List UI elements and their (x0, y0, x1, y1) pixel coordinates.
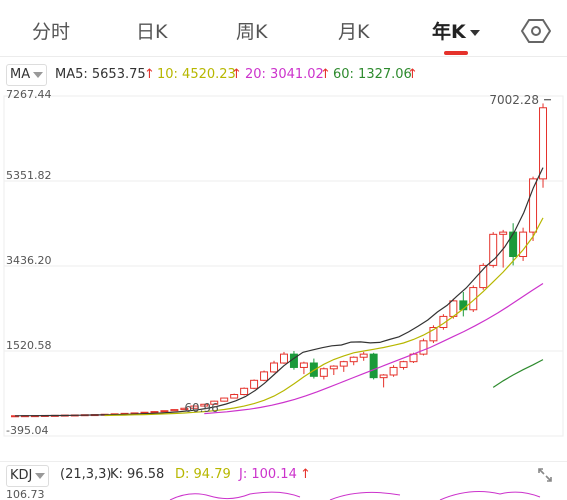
candle-body (479, 264, 488, 289)
candle-body (399, 361, 408, 368)
tab-yearly-k[interactable]: 年K (432, 17, 480, 44)
ma5-value: MA5: 5653.75 (55, 67, 146, 82)
chevron-down-icon (469, 29, 480, 36)
candle-body (240, 387, 249, 396)
y-tick-label: 3436.20 (6, 254, 52, 267)
ma-selector[interactable]: MA (6, 64, 48, 86)
candle-body (539, 107, 548, 180)
yearly-candlestick-chart[interactable]: 7267.44 5351.82 3436.20 1520.58 -395.04 7002.… (0, 86, 567, 461)
candle-body (359, 353, 368, 358)
candle-body (429, 327, 438, 342)
min-price-label: 60.96 (184, 401, 218, 415)
candle-body (260, 371, 269, 381)
candle-body (230, 394, 239, 399)
candle-body (509, 231, 518, 258)
candle-body (170, 409, 179, 412)
ma20-value: 20: 3041.02 (245, 67, 324, 82)
kdj-k-value: K: 96.58 (110, 467, 165, 482)
ma60-value: 60: 1327.06 (333, 67, 412, 82)
kdj-d-value: D: 94.79 (175, 467, 231, 482)
candle-body (150, 411, 159, 414)
active-tab-indicator (444, 51, 468, 55)
ma10-value: 10: 4520.23 (157, 67, 236, 82)
kdj-top-value: 106.73 (6, 488, 45, 500)
candle-body (489, 233, 498, 266)
ma-selector-label: MA (10, 67, 31, 82)
tab-monthly-k[interactable]: 月K (338, 21, 370, 43)
candle-body (439, 315, 448, 329)
candle-body (299, 362, 308, 368)
tab-weekly-k[interactable]: 周K (236, 21, 268, 43)
caret-down-icon (33, 71, 44, 78)
ma20-up-arrow-icon: ↑ (320, 67, 331, 82)
candle-body (499, 231, 508, 235)
candle-body (329, 365, 338, 370)
expand-icon[interactable] (536, 466, 554, 484)
ma-line-ma10 (104, 217, 544, 417)
kdj-indicator-row: KDJ (21,3,3) K: 96.58 D: 94.79 J: 100.14… (0, 461, 567, 487)
candle-body (200, 403, 209, 407)
ma5-up-arrow-icon: ↑ (144, 67, 155, 82)
y-tick-label: -395.04 (6, 424, 48, 437)
max-price-label: 7002.28 (489, 93, 539, 107)
ma10-up-arrow-icon: ↑ (231, 67, 242, 82)
y-tick-label: 1520.58 (6, 339, 52, 352)
tab-intraday[interactable]: 分时 (32, 21, 71, 43)
candle-body (279, 353, 288, 364)
candle-body (469, 287, 478, 311)
caret-down-icon (35, 472, 46, 479)
kdj-chart: 106.73 (6, 488, 541, 500)
candle-body (220, 397, 229, 402)
candle-body (379, 374, 388, 379)
candle-body (349, 356, 358, 363)
tab-yearly-k-label: 年K (432, 21, 466, 43)
period-tabs: 分时 日K 周K 月K 年K (0, 0, 567, 57)
ma-line-ma5 (14, 167, 544, 417)
tab-daily-k[interactable]: 日K (136, 21, 168, 43)
candle-body (339, 361, 348, 367)
kdj-params: (21,3,3) (60, 467, 112, 482)
kdj-up-arrow-icon: ↑ (300, 467, 311, 482)
ma-line-ma60 (492, 359, 544, 388)
y-tick-label: 7267.44 (6, 88, 52, 101)
candle-body (369, 353, 378, 379)
candle-body (319, 368, 328, 377)
kdj-selector-label: KDJ (10, 468, 33, 483)
ma-indicator-row: MA MA5: 5653.75 ↑ 10: 4520.23 ↑ 20: 3041… (0, 64, 567, 86)
ma-line-ma20 (204, 282, 544, 415)
candle-body (529, 178, 538, 233)
candle-body (180, 407, 189, 411)
candle-body (270, 362, 279, 373)
ma60-up-arrow-icon: ↑ (407, 67, 418, 82)
candle-body (190, 405, 199, 409)
kdj-j-value: J: 100.14 (239, 467, 297, 482)
candle-body (389, 366, 398, 376)
hexagon-settings-icon[interactable] (520, 18, 552, 44)
candle-body (250, 379, 259, 389)
candle-body (210, 400, 219, 405)
y-tick-label: 5351.82 (6, 169, 52, 182)
candle-body (419, 340, 428, 355)
candle-body (160, 410, 169, 413)
kdj-selector[interactable]: KDJ (6, 465, 50, 487)
